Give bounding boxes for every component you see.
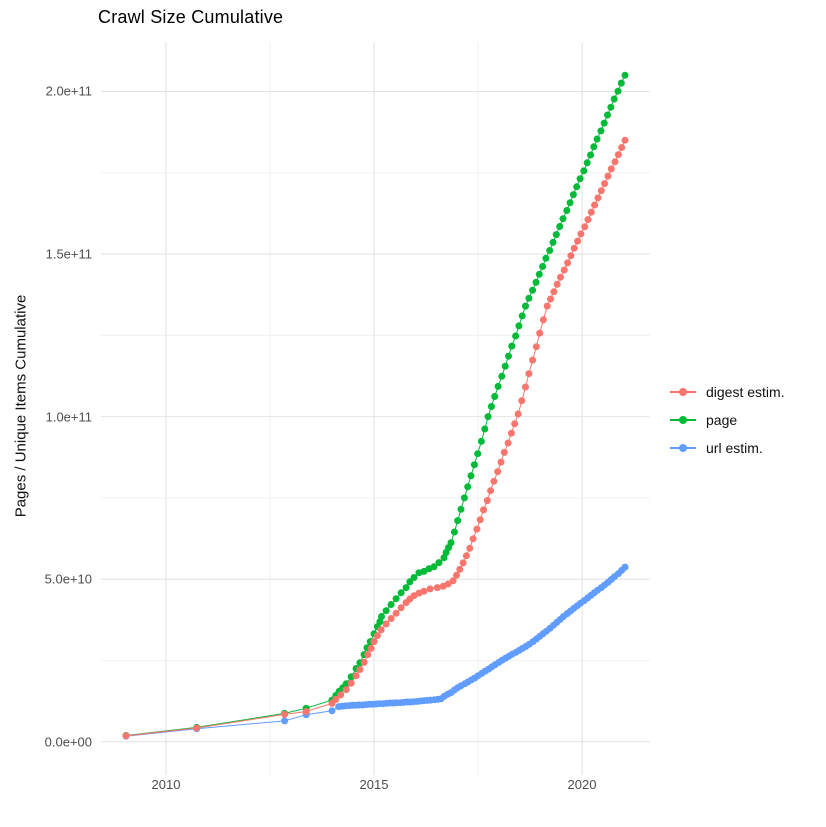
legend-key-dot [679,388,687,396]
x-tick-label: 2015 [359,777,389,792]
y-axis-title: Pages / Unique Items Cumulative [12,294,30,518]
legend-key-url [670,441,696,455]
y-tick-label: 1.5e+11 [45,246,92,262]
plot-canvas [101,42,650,775]
legend: digest estim. page url estim. [670,378,785,462]
x-tick-label: 2010 [151,777,181,792]
legend-key-dot [679,416,687,424]
plot-panel [101,42,650,775]
series-url-estim [122,563,629,740]
chart-title: Crawl Size Cumulative [98,7,284,27]
legend-key-digest [670,385,696,399]
grid-major [101,42,650,775]
x-tick-label: 2020 [567,777,597,792]
legend-label-url: url estim. [706,440,763,456]
series-digest-estim [122,136,629,740]
y-tick-label: 2.0e+11 [45,83,92,99]
y-tick-label: 5.0e+10 [44,571,92,587]
legend-row-digest: digest estim. [670,378,785,406]
legend-row-url: url estim. [670,434,785,462]
grid-minor [101,42,650,775]
y-tick-label: 0.0e+00 [44,734,92,750]
y-tick-label: 1.0e+11 [45,409,92,425]
legend-label-page: page [706,412,738,428]
legend-row-page: page [670,406,785,434]
legend-label-digest: digest estim. [706,384,785,400]
legend-key-dot [679,444,687,452]
legend-key-page [670,413,696,427]
